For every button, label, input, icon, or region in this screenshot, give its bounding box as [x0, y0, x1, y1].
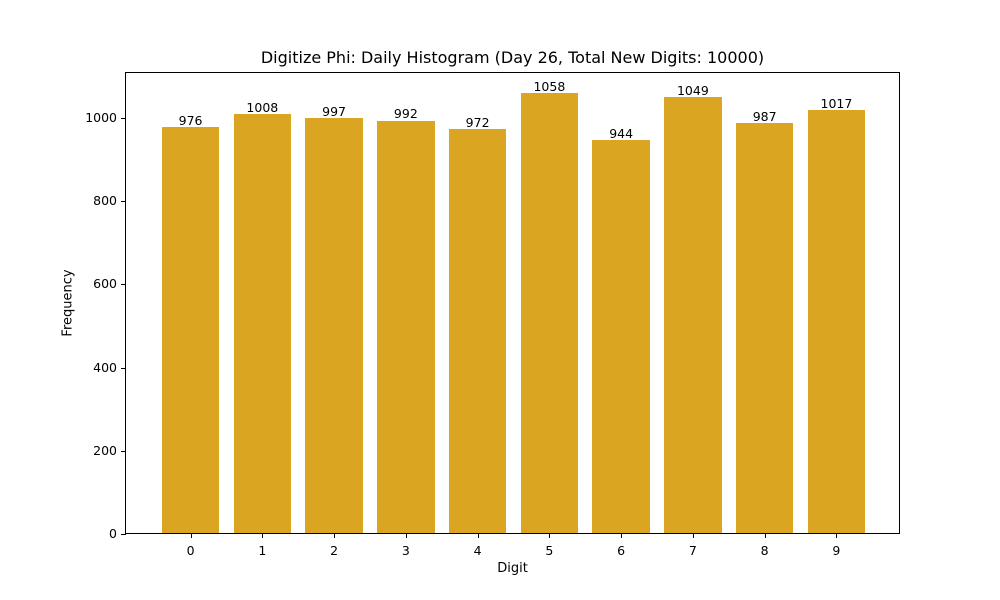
bar-value-label: 944	[609, 126, 634, 142]
y-tick	[121, 534, 126, 535]
y-axis-label: Frequency	[60, 269, 76, 337]
y-tick-label: 600	[93, 276, 117, 292]
x-tick	[621, 533, 623, 538]
y-tick	[121, 284, 126, 286]
y-tick-label: 400	[93, 359, 117, 375]
bar-digit-5	[520, 93, 579, 533]
x-tick-label: 0	[186, 543, 195, 558]
x-tick	[334, 533, 336, 538]
bar-digit-9	[807, 110, 866, 533]
plot-area: 976 0 1008 1 997 2 992 3 972 4 1058 5 944 6 1049 7 987 8 1…	[85, 72, 900, 558]
bar-digit-6	[592, 140, 650, 533]
bar-value-label: 997	[322, 104, 347, 120]
y-tick-label: 200	[93, 442, 117, 458]
x-tick-label: 2	[330, 543, 339, 558]
y-tick-label: 1000	[85, 110, 117, 126]
bar-digit-2	[305, 118, 363, 533]
y-tick	[121, 201, 126, 203]
bar-digit-3	[377, 120, 435, 533]
x-tick	[405, 533, 407, 538]
chart-title: Digitize Phi: Daily Histogram (Day 26, T…	[260, 48, 765, 67]
x-tick-label: 8	[760, 543, 769, 558]
x-tick	[190, 533, 192, 538]
x-tick	[764, 533, 766, 538]
y-tick	[121, 118, 126, 120]
bar-value-label: 1017	[820, 96, 853, 112]
bar-value-label: 972	[465, 114, 490, 130]
x-tick-label: 1	[258, 543, 267, 558]
x-tick	[692, 533, 694, 538]
bar-digit-8	[735, 122, 794, 533]
x-tick-label: 6	[617, 543, 626, 558]
bar-digit-0	[161, 127, 220, 533]
bar-value-label: 1058	[533, 79, 566, 95]
bar-value-label: 976	[178, 113, 203, 129]
y-tick	[121, 450, 126, 452]
x-tick	[549, 533, 551, 538]
bar-value-label: 987	[752, 108, 777, 124]
bar-value-label: 1008	[246, 99, 279, 115]
bar-value-label: 1049	[676, 82, 709, 98]
x-tick-label: 3	[401, 543, 410, 558]
bar-digit-1	[233, 113, 292, 533]
x-axis-label: Digit	[497, 561, 528, 576]
y-tick-label: 0	[109, 526, 117, 541]
y-tick	[121, 367, 126, 369]
x-tick	[262, 533, 264, 538]
y-tick-label: 800	[93, 193, 117, 209]
x-tick	[477, 533, 479, 538]
x-tick-label: 7	[688, 543, 697, 558]
x-tick-label: 4	[473, 543, 482, 558]
bar-digit-7	[664, 96, 722, 533]
bar-value-label: 992	[393, 106, 418, 122]
x-tick	[836, 533, 838, 538]
x-tick-label: 5	[545, 543, 554, 558]
x-tick-label: 9	[832, 543, 841, 558]
bar-digit-4	[448, 128, 507, 533]
